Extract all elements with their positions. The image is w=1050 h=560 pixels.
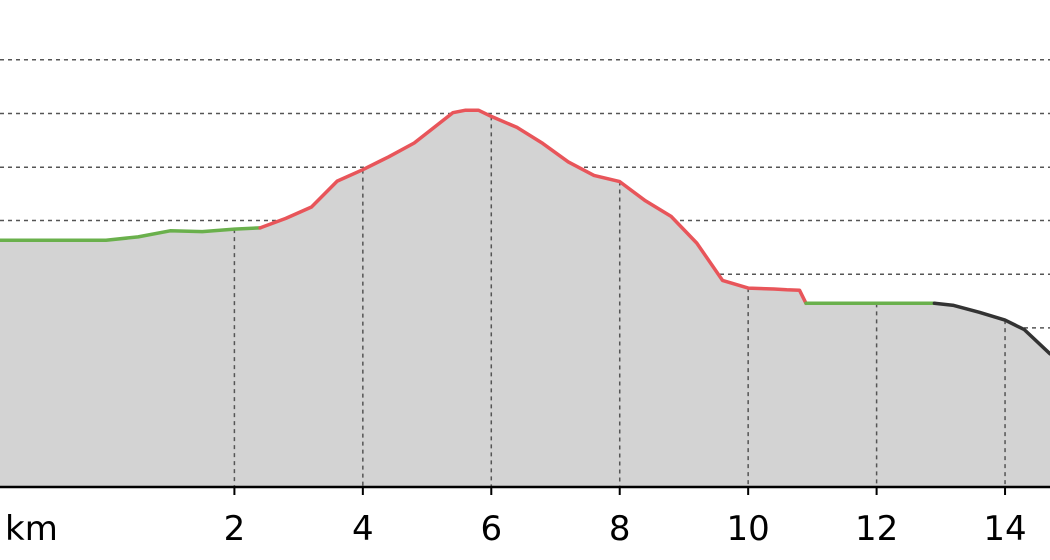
profile-segment-0-green bbox=[0, 226, 262, 242]
profile-segment-1-red bbox=[258, 108, 808, 306]
elevation-profile-lines bbox=[0, 108, 1050, 356]
x-axis-unit-label: km bbox=[5, 509, 58, 549]
profile-segment-3-dark bbox=[932, 301, 1050, 356]
vertical-gridlines bbox=[233, 116, 1006, 487]
x-tick-label-1: 4 bbox=[352, 509, 374, 549]
elevation-area-fill bbox=[0, 110, 1050, 487]
x-axis-ticks: 2 4 6 8 10 12 14 bbox=[224, 487, 1027, 549]
x-tick-label-5: 12 bbox=[855, 509, 898, 549]
x-tick-label-6: 14 bbox=[983, 509, 1026, 549]
x-tick-label-3: 8 bbox=[609, 509, 631, 549]
x-tick-label-2: 6 bbox=[480, 509, 502, 549]
x-tick-label-4: 10 bbox=[727, 509, 770, 549]
x-tick-label-0: 2 bbox=[224, 509, 246, 549]
